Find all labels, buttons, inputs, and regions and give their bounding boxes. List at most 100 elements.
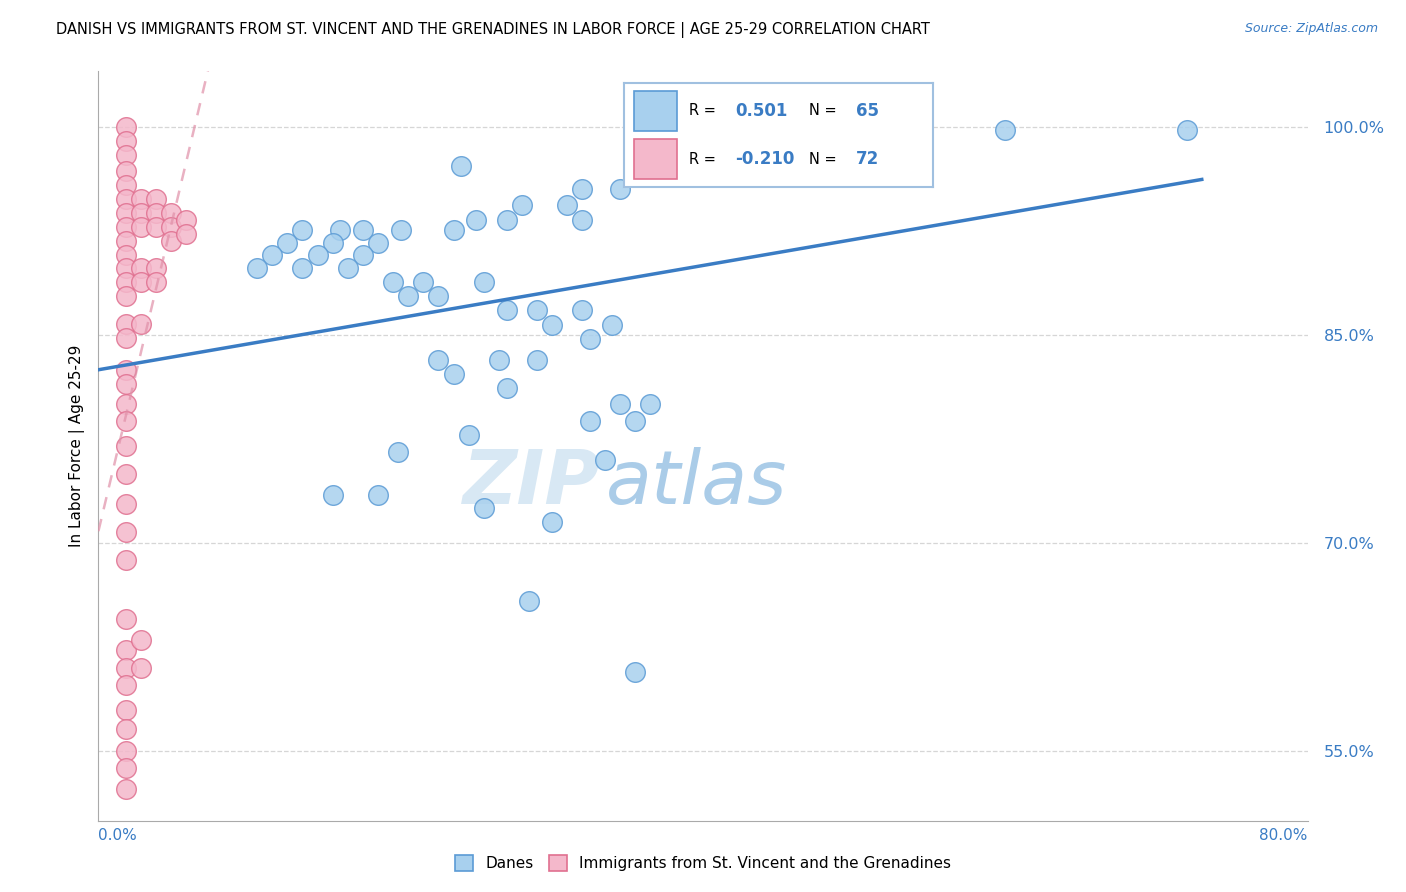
Point bbox=[114, 362, 136, 376]
Point bbox=[145, 219, 167, 234]
Point bbox=[114, 467, 136, 481]
Point bbox=[624, 665, 647, 680]
Point bbox=[775, 122, 797, 136]
Point bbox=[114, 761, 136, 775]
Point bbox=[114, 612, 136, 626]
Point bbox=[114, 331, 136, 345]
Point bbox=[114, 376, 136, 391]
Point bbox=[465, 212, 488, 227]
Text: ZIP: ZIP bbox=[463, 447, 600, 520]
Point bbox=[571, 303, 593, 318]
Point bbox=[174, 212, 197, 227]
Point bbox=[367, 236, 389, 251]
Point bbox=[336, 261, 359, 276]
Point bbox=[472, 275, 495, 289]
Point bbox=[114, 678, 136, 692]
Point bbox=[578, 332, 600, 346]
Point bbox=[114, 439, 136, 453]
Point bbox=[427, 289, 450, 303]
Text: 80.0%: 80.0% bbox=[1260, 828, 1308, 843]
Point bbox=[638, 397, 661, 411]
Point bbox=[114, 703, 136, 717]
Point bbox=[526, 353, 548, 368]
Point bbox=[797, 122, 820, 136]
Point bbox=[114, 414, 136, 428]
Point bbox=[571, 182, 593, 196]
Point bbox=[389, 222, 412, 236]
Point bbox=[322, 236, 344, 251]
Point bbox=[540, 516, 562, 530]
Point bbox=[114, 178, 136, 193]
Point bbox=[412, 275, 434, 289]
Point bbox=[526, 303, 548, 318]
Text: DANISH VS IMMIGRANTS FROM ST. VINCENT AND THE GRENADINES IN LABOR FORCE | AGE 25: DANISH VS IMMIGRANTS FROM ST. VINCENT AN… bbox=[56, 22, 931, 38]
Point bbox=[602, 318, 624, 333]
Point bbox=[145, 261, 167, 276]
Point bbox=[114, 192, 136, 206]
Point bbox=[145, 192, 167, 206]
Point bbox=[114, 206, 136, 220]
Point bbox=[129, 206, 152, 220]
Point bbox=[291, 261, 314, 276]
Legend: Danes, Immigrants from St. Vincent and the Grenadines: Danes, Immigrants from St. Vincent and t… bbox=[450, 850, 956, 875]
Point bbox=[114, 781, 136, 796]
Point bbox=[745, 122, 768, 136]
Point bbox=[114, 120, 136, 134]
Point bbox=[443, 222, 465, 236]
Point bbox=[510, 197, 533, 211]
Point bbox=[114, 497, 136, 511]
Text: atlas: atlas bbox=[606, 448, 787, 519]
Point bbox=[114, 317, 136, 331]
Point bbox=[129, 192, 152, 206]
Point bbox=[555, 197, 578, 211]
Point bbox=[129, 633, 152, 648]
Point bbox=[609, 397, 631, 411]
Point bbox=[624, 414, 647, 428]
Point bbox=[114, 247, 136, 261]
Point bbox=[174, 227, 197, 241]
Point bbox=[160, 219, 183, 234]
Point bbox=[145, 206, 167, 220]
Point bbox=[396, 289, 419, 303]
Point bbox=[1357, 122, 1379, 136]
Point bbox=[114, 234, 136, 248]
Point bbox=[114, 219, 136, 234]
Point bbox=[129, 661, 152, 675]
Point bbox=[307, 247, 329, 261]
Point bbox=[609, 182, 631, 196]
Point bbox=[114, 722, 136, 736]
Point bbox=[114, 275, 136, 289]
Point bbox=[517, 594, 540, 608]
Point bbox=[262, 247, 284, 261]
Point bbox=[329, 222, 352, 236]
Point bbox=[427, 353, 450, 368]
Point bbox=[114, 661, 136, 675]
Point bbox=[488, 353, 510, 368]
Point bbox=[160, 234, 183, 248]
Point bbox=[624, 122, 647, 136]
Point bbox=[114, 744, 136, 758]
Point bbox=[443, 367, 465, 381]
Point bbox=[114, 553, 136, 567]
Point bbox=[129, 261, 152, 276]
Point bbox=[654, 122, 676, 136]
Point bbox=[129, 317, 152, 331]
Point bbox=[129, 275, 152, 289]
Point bbox=[495, 381, 517, 395]
Point bbox=[145, 275, 167, 289]
Point bbox=[540, 318, 562, 333]
Text: Source: ZipAtlas.com: Source: ZipAtlas.com bbox=[1244, 22, 1378, 36]
Point bbox=[571, 212, 593, 227]
Point bbox=[114, 524, 136, 539]
Point bbox=[276, 236, 298, 251]
Point bbox=[114, 261, 136, 276]
Y-axis label: In Labor Force | Age 25-29: In Labor Force | Age 25-29 bbox=[69, 345, 84, 547]
Point bbox=[160, 206, 183, 220]
Point bbox=[457, 428, 479, 442]
Point bbox=[114, 147, 136, 161]
Text: 0.0%: 0.0% bbox=[98, 828, 138, 843]
Point bbox=[495, 303, 517, 318]
Point bbox=[593, 453, 616, 467]
Point bbox=[114, 397, 136, 411]
Point bbox=[246, 261, 269, 276]
